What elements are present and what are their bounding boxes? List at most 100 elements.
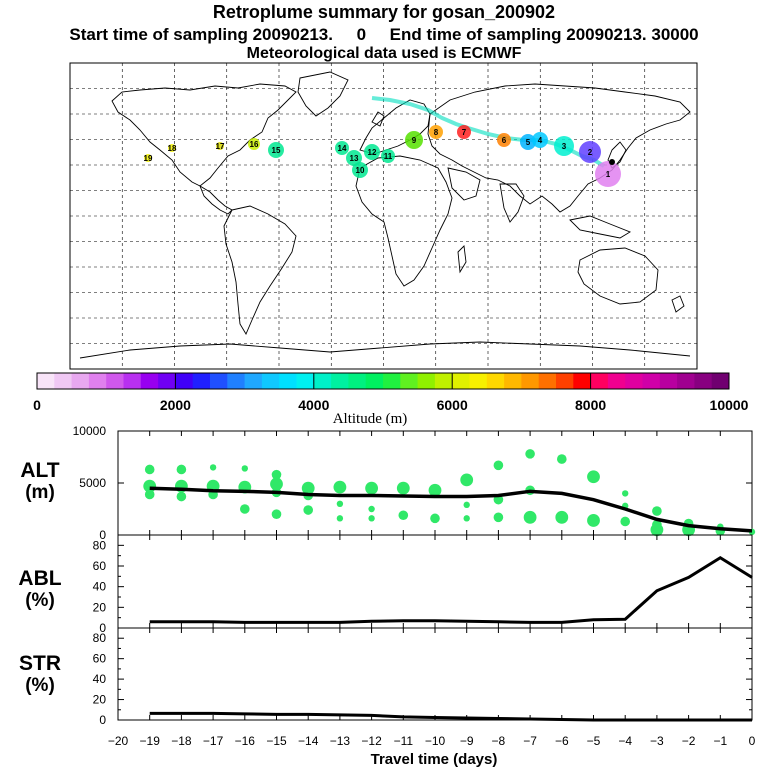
panel-label: STR <box>19 652 61 675</box>
plume-day-label: 11 <box>384 152 393 161</box>
alt-cluster-point <box>301 481 315 495</box>
panel-frame <box>117 534 753 629</box>
alt-cluster-point <box>368 505 375 513</box>
panel-unit: (%) <box>25 675 55 696</box>
panel-label: ABL <box>18 567 61 590</box>
x-tick-label: −12 <box>361 734 382 748</box>
x-tick-label: −7 <box>523 734 537 748</box>
colorbar-swatch <box>538 373 557 389</box>
x-tick-label: −9 <box>460 734 474 748</box>
colorbar-tick-label: 10000 <box>710 397 749 413</box>
chart-title: Retroplume summary for gosan_200902 <box>212 2 556 22</box>
x-tick-label: −8 <box>492 734 506 748</box>
colorbar-swatch <box>469 373 488 389</box>
colorbar-swatch <box>504 373 522 389</box>
plume-cluster: 1 <box>595 161 621 187</box>
y-tick-label: 20 <box>93 600 107 614</box>
plume-day-label: 3 <box>562 142 567 151</box>
plume-day-label: 5 <box>526 138 531 147</box>
colorbar-swatch <box>383 373 401 389</box>
sampling-time-line: Start time of sampling 20090213. 0 End t… <box>69 25 699 44</box>
plume-cluster: 5 <box>520 134 536 150</box>
colorbar-swatch <box>694 373 713 389</box>
plume-cluster: 12 <box>364 144 380 160</box>
colorbar-tick-label: 0 <box>33 397 41 413</box>
plume-cluster-dot <box>457 125 471 139</box>
trajectory-track <box>371 96 606 168</box>
alt-cluster-point <box>336 500 344 507</box>
alt-cluster-point <box>555 510 569 524</box>
plume-cluster-dot <box>520 134 536 150</box>
plume-day-label: 2 <box>588 148 593 157</box>
plume-day-label: 7 <box>462 128 467 137</box>
plume-day-label: 9 <box>412 136 417 145</box>
colorbar-swatch <box>279 373 297 389</box>
alt-cluster-point <box>396 481 410 495</box>
x-tick-label: 0 <box>749 734 756 748</box>
colorbar-swatch <box>54 373 73 389</box>
plume-cluster-dot <box>381 149 395 163</box>
plume-day-label: 10 <box>356 166 365 175</box>
alt-cluster-point <box>336 515 344 522</box>
alt-cluster-point <box>176 464 187 475</box>
panel-frame <box>117 627 753 721</box>
plume-cluster: 17 <box>216 142 225 151</box>
plume-day-label: 19 <box>144 154 153 163</box>
x-axis-label: Travel time (days) <box>371 751 498 768</box>
x-tick-label: −20 <box>108 734 129 748</box>
y-tick-label: 60 <box>93 559 107 573</box>
x-tick-label: −4 <box>618 734 632 748</box>
plume-cluster: 19 <box>144 154 153 163</box>
alt-cluster-point <box>460 473 474 487</box>
plume-cluster-dot <box>248 138 260 150</box>
alt-cluster-point <box>652 506 662 516</box>
alt-cluster-point <box>398 510 409 521</box>
colorbar-swatch <box>486 373 505 389</box>
plume-cluster: 10 <box>352 162 368 178</box>
altitude-colorbar: 0 2000 4000 6000 8000 10000 <box>33 372 749 413</box>
plume-cluster: 6 <box>497 133 511 147</box>
plume-day-label: 6 <box>502 136 507 145</box>
plume-cluster-dot <box>579 141 601 163</box>
plume-cluster: 8 <box>429 125 443 139</box>
plume-cluster: 15 <box>268 142 284 158</box>
plume-cluster-dot <box>405 131 423 149</box>
colorbar-swatch <box>452 373 470 389</box>
colorbar-swatch <box>400 373 419 389</box>
alt-cluster-point <box>176 491 187 502</box>
alt-cluster-point <box>428 483 442 497</box>
str-line <box>149 711 752 722</box>
panel-unit: (m) <box>25 482 55 503</box>
x-tick-label: −2 <box>682 734 696 748</box>
colorbar-swatch <box>175 373 194 389</box>
plume-day-label: 14 <box>338 144 347 153</box>
x-tick-label: −19 <box>140 734 161 748</box>
plume-cluster-dot <box>532 132 548 148</box>
receptor-marker <box>609 159 615 165</box>
alt-cluster-point <box>241 465 248 472</box>
plume-day-label: 12 <box>368 148 377 157</box>
colorbar-swatch <box>37 373 55 389</box>
plume-cluster-dot <box>335 141 349 155</box>
alt-cluster-point <box>144 464 155 475</box>
colorbar-tick-label: 8000 <box>575 397 606 413</box>
alt-cluster-point <box>333 480 347 494</box>
plume-cluster-dot <box>364 144 380 160</box>
x-tick-label: −1 <box>713 734 727 748</box>
plume-cluster: 11 <box>381 149 395 163</box>
colorbar-swatch <box>261 373 280 389</box>
colorbar-swatch <box>625 373 643 389</box>
y-tick-label: 40 <box>93 672 107 686</box>
colorbar-swatch <box>227 373 246 389</box>
plume-day-label: 1 <box>606 170 611 179</box>
plume-day-label: 17 <box>216 142 225 151</box>
alt-cluster-point <box>622 490 629 497</box>
plume-cluster: 2 <box>579 141 601 163</box>
alt-cluster-point <box>493 460 504 471</box>
colorbar-tick-label: 6000 <box>437 397 468 413</box>
colorbar-swatch <box>158 373 176 389</box>
colorbar-swatch <box>71 373 90 389</box>
x-tick-label: −3 <box>650 734 664 748</box>
